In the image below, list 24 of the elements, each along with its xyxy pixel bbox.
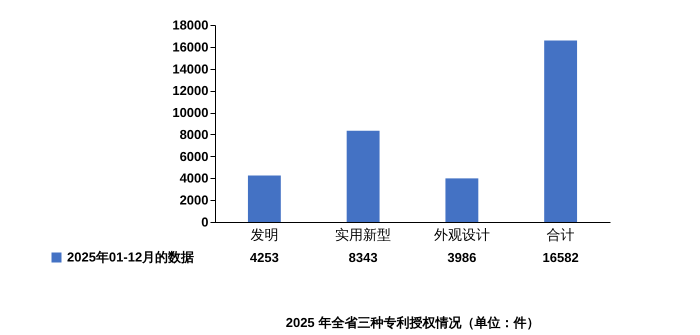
x-tick-label: 外观设计: [434, 226, 490, 242]
data-label: 16582: [542, 250, 579, 265]
bar: [445, 178, 478, 222]
bar: [544, 40, 578, 222]
x-tick-label: 实用新型: [335, 226, 392, 242]
bar: [346, 130, 380, 222]
y-tick-label: 18000: [172, 18, 208, 32]
x-tick-label: 合计: [546, 226, 575, 242]
y-tick-label: 2000: [180, 192, 208, 208]
y-tick-label: 16000: [172, 39, 208, 54]
y-tick-label: 4000: [180, 170, 208, 186]
y-tick-label: 10000: [172, 105, 208, 120]
bar: [248, 175, 281, 222]
text: 2025 年全省三种专利授权情况（单位：件）: [286, 315, 540, 330]
y-tick-label: 8000: [180, 126, 208, 142]
y-tick-label: 14000: [172, 61, 208, 76]
y-tick-label: 12000: [172, 83, 208, 98]
data-label: 8343: [348, 250, 378, 265]
data-label: 3986: [447, 250, 476, 265]
y-tick-label: 0: [201, 214, 208, 230]
y-tick-label: 6000: [180, 148, 208, 164]
data-label: 4253: [250, 250, 279, 265]
x-tick-label: 发明: [250, 226, 278, 242]
legend-label: 2025年01-12月的数据: [67, 250, 194, 264]
